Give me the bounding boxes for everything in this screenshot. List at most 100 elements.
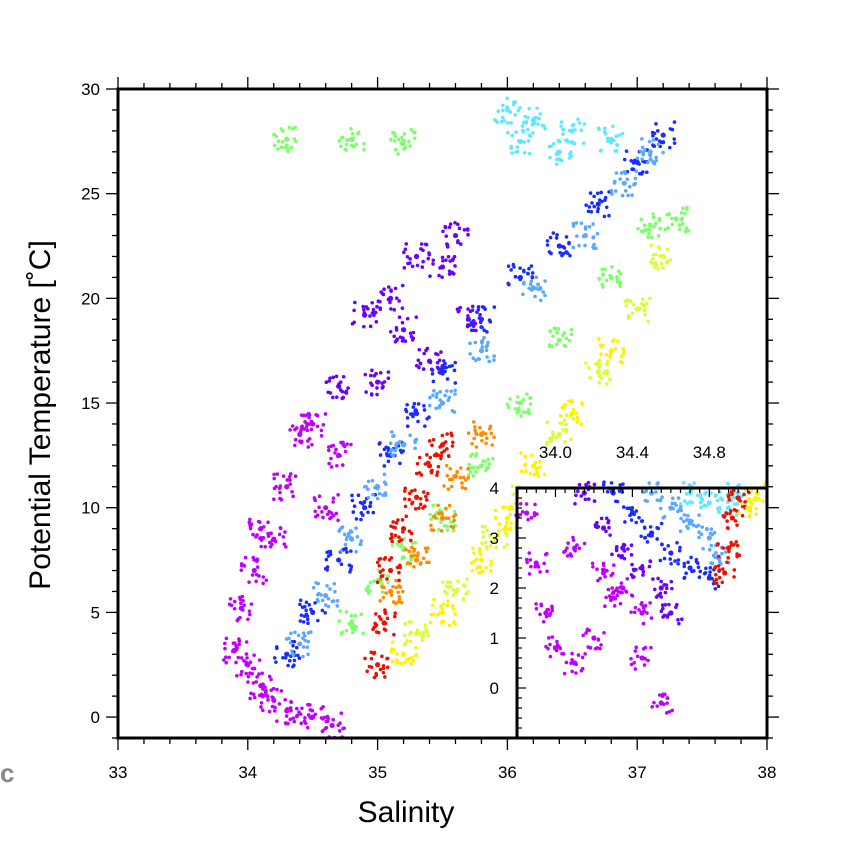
main-point — [494, 119, 498, 123]
main-point — [468, 352, 472, 356]
main-point — [466, 476, 471, 480]
main-point — [509, 504, 514, 509]
main-point — [508, 512, 513, 517]
main-point — [445, 245, 450, 249]
main-point — [680, 221, 685, 226]
main-point — [522, 268, 526, 273]
main-point — [416, 358, 421, 363]
main-point — [455, 469, 459, 474]
main-point — [353, 300, 357, 305]
main-point — [370, 300, 375, 305]
inset-point — [641, 606, 646, 610]
main-point — [437, 527, 441, 532]
main-point — [652, 265, 657, 269]
inset-point — [586, 497, 591, 501]
main-point — [543, 279, 547, 283]
main-point — [404, 242, 409, 246]
main-point — [604, 132, 608, 136]
inset-x-tick-label: 34.4 — [616, 443, 649, 462]
inset-point — [562, 550, 566, 554]
main-point — [369, 392, 374, 397]
main-point — [503, 528, 507, 532]
main-point — [518, 277, 523, 282]
main-point — [487, 426, 492, 431]
main-point — [329, 511, 334, 515]
inset-point — [717, 510, 721, 515]
inset-point — [618, 483, 623, 487]
main-point — [448, 580, 453, 585]
inset-point — [707, 573, 712, 578]
main-point — [519, 414, 523, 418]
main-point — [562, 127, 566, 132]
main-point — [639, 217, 644, 222]
inset-point — [527, 551, 532, 555]
main-point — [558, 250, 562, 255]
inset-point — [615, 586, 619, 590]
main-point — [320, 510, 324, 514]
main-point — [242, 564, 247, 568]
inset-point — [656, 481, 660, 485]
main-point — [425, 546, 430, 550]
main-point — [368, 314, 372, 318]
main-point — [370, 368, 374, 373]
inset-point — [611, 591, 616, 595]
main-point — [402, 497, 407, 501]
main-point — [302, 604, 307, 609]
inset-point — [642, 525, 647, 530]
main-point — [448, 222, 453, 226]
inset-point — [592, 482, 597, 487]
inset-point — [735, 523, 739, 527]
main-point — [362, 148, 366, 152]
main-point — [617, 133, 622, 137]
main-point — [469, 561, 474, 565]
main-point — [534, 286, 539, 291]
inset-point — [621, 482, 625, 487]
inset-point — [629, 572, 634, 577]
main-point — [267, 709, 272, 714]
inset-point — [682, 561, 687, 566]
main-point — [433, 515, 438, 520]
main-point — [255, 533, 259, 537]
main-point — [597, 198, 602, 202]
main-point — [540, 123, 545, 128]
main-point — [261, 687, 265, 691]
main-series-4 — [492, 96, 625, 166]
main-point — [564, 428, 568, 432]
main-point — [260, 671, 264, 676]
main-point — [622, 157, 627, 162]
inset-point — [547, 613, 552, 618]
main-point — [304, 425, 309, 429]
main-point — [372, 675, 377, 680]
main-point — [282, 542, 287, 546]
main-point — [386, 297, 391, 302]
main-point — [606, 139, 610, 144]
main-point — [447, 225, 452, 230]
inset-point — [573, 548, 577, 553]
main-point — [405, 316, 410, 321]
main-point — [256, 519, 261, 524]
inset-point — [637, 608, 641, 612]
main-point — [267, 540, 272, 545]
main-point — [328, 391, 333, 395]
main-point — [488, 544, 493, 548]
main-point — [261, 683, 265, 687]
main-point — [421, 490, 426, 494]
inset-point — [696, 493, 700, 498]
main-point — [471, 546, 475, 551]
main-point — [628, 184, 632, 189]
main-point — [440, 620, 444, 624]
main-point — [453, 612, 458, 616]
main-point — [684, 229, 688, 234]
main-point — [350, 622, 354, 627]
main-point — [622, 170, 627, 174]
inset-point — [518, 512, 523, 517]
inset-point — [577, 482, 582, 487]
main-point — [571, 122, 576, 127]
main-point — [382, 464, 387, 468]
main-point — [592, 204, 597, 209]
main-point — [261, 575, 266, 579]
main-point — [328, 587, 332, 591]
main-point — [597, 374, 602, 378]
main-point — [323, 611, 327, 615]
inset-point — [667, 709, 672, 714]
